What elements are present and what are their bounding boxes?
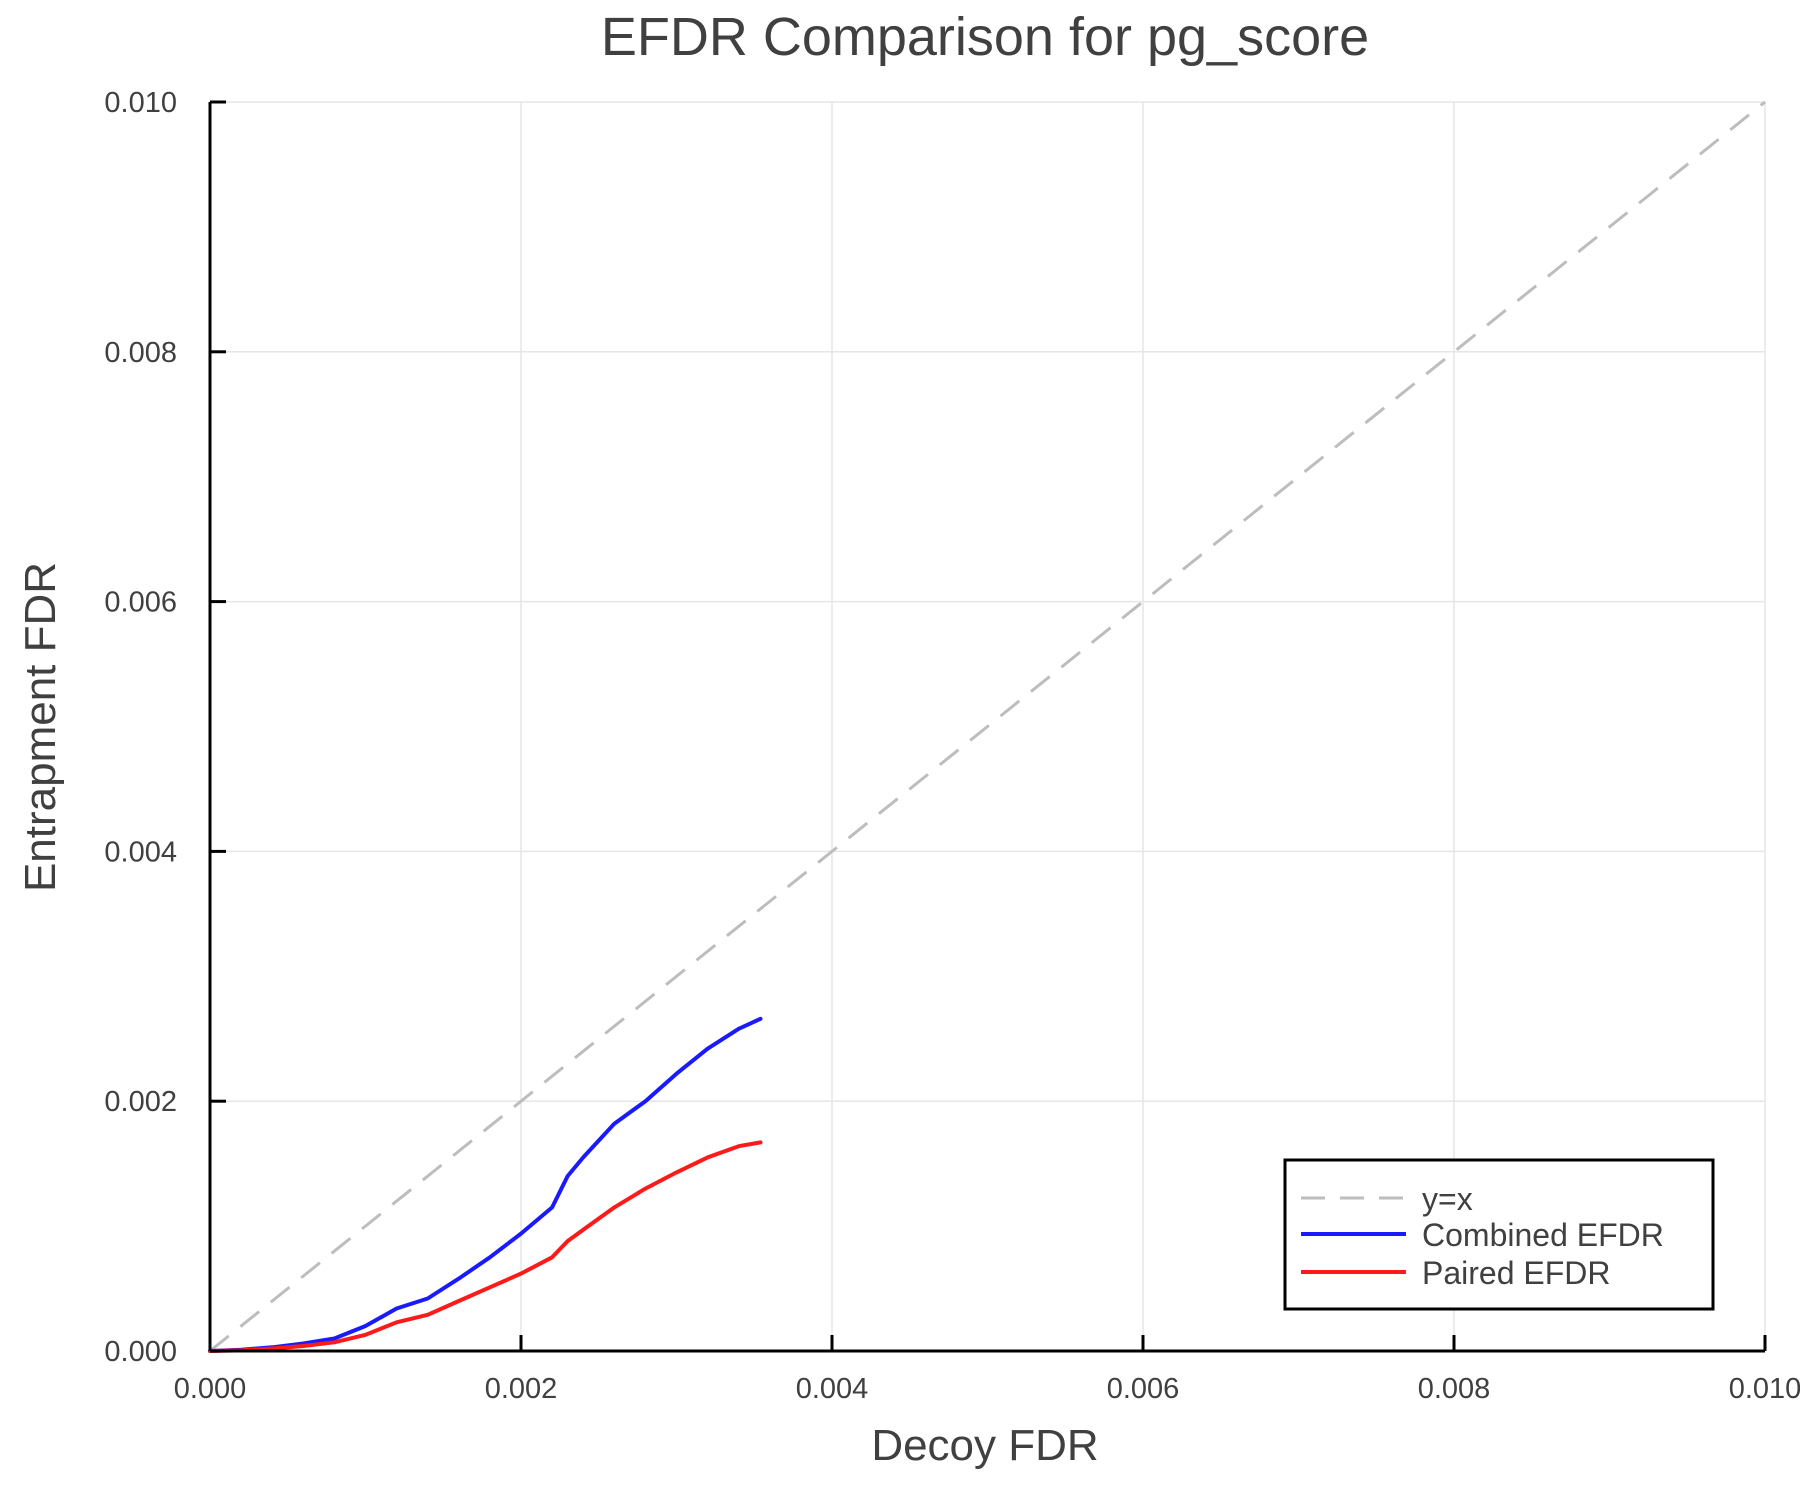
x-tick-label: 0.004 [796,1373,869,1405]
x-tick-label: 0.008 [1418,1373,1491,1405]
series-paired-efdr [208,1140,763,1353]
grid-lines [209,101,1766,1352]
y-axis-label: Entrapment FDR [16,562,65,892]
legend-label-paired: Paired EFDR [1422,1255,1611,1291]
x-tick-label: 0.010 [1729,1373,1800,1405]
chart-title: EFDR Comparison for pg_score [601,7,1369,67]
plot-series [208,100,1766,1353]
axis-ticks: 0.000 0.002 0.004 0.006 0.008 0.010 0.000 0.002… [104,87,1800,1405]
x-tick-label: 0.000 [174,1373,247,1405]
axes [208,102,1765,1353]
x-tick-label: 0.006 [1107,1373,1180,1405]
series-combined-efdr [208,1016,763,1353]
y-tick-label: 0.002 [104,1086,177,1118]
series-y-x [209,100,1766,1353]
y-tick-label: 0.000 [104,1336,177,1368]
legend-label-yx: y=x [1422,1181,1473,1217]
y-tick-label: 0.008 [104,337,177,369]
y-tick-label: 0.004 [104,836,177,868]
y-tick-label: 0.010 [104,87,177,119]
legend-label-combined: Combined EFDR [1422,1217,1664,1253]
legend: y=x Combined EFDR Paired EFDR [1283,1158,1715,1311]
x-axis-label: Decoy FDR [871,1421,1098,1470]
y-tick-label: 0.006 [104,587,177,619]
x-tick-label: 0.002 [485,1373,558,1405]
